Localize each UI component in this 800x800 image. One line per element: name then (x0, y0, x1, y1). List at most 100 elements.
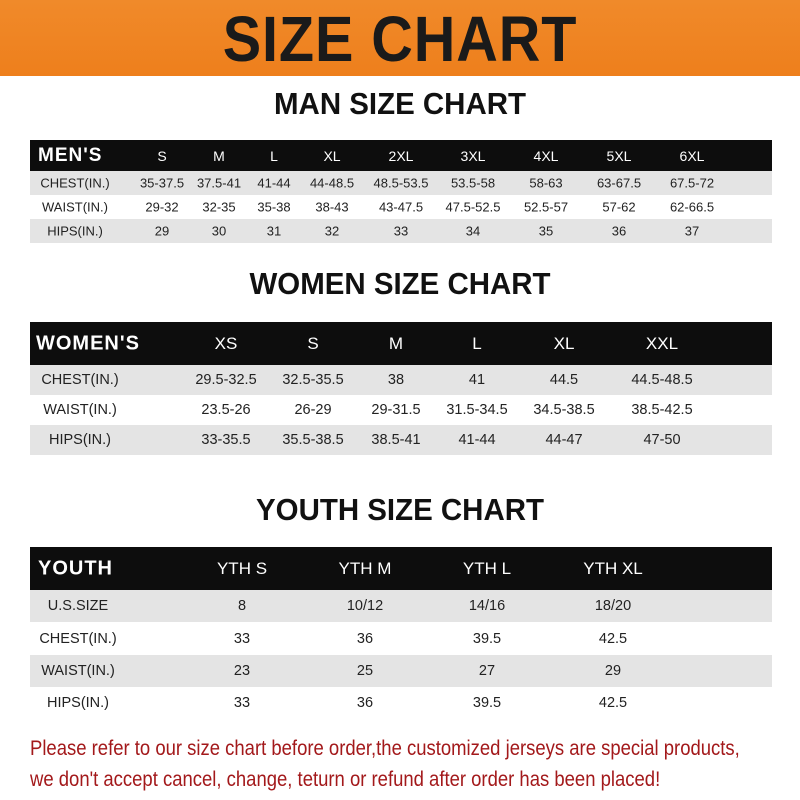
table-cell: 38.5-42.5 (631, 402, 693, 418)
table-cell: 33-35.5 (201, 432, 251, 448)
size-header: 3XL (460, 147, 486, 164)
measurement-label: WAIST(IN.) (42, 199, 108, 215)
title-banner: SIZE CHART (0, 0, 800, 76)
table-cell: 37 (684, 223, 700, 239)
table-cell: 47.5-52.5 (445, 199, 501, 215)
table-label: WOMEN'S (36, 332, 140, 354)
table-cell: 53.5-58 (450, 175, 496, 191)
table-cell: 62-66.5 (669, 199, 715, 215)
size-header: YTH M (338, 558, 392, 578)
table-cell: 32 (324, 223, 340, 239)
table-cell: 36 (356, 695, 374, 711)
table-row: HIPS(IN.) 29 30 31 32 33 34 35 36 37 (30, 219, 772, 243)
table-cell: 23 (233, 663, 251, 679)
table-cell: 37.5-41 (196, 175, 242, 191)
table-row: HIPS(IN.) 33-35.5 35.5-38.5 38.5-41 41-44 44-… (30, 425, 772, 455)
table-cell: 32-35 (202, 199, 236, 215)
table-row: WAIST(IN.) 23 25 27 29 (30, 655, 772, 687)
size-header: YTH XL (583, 558, 643, 578)
measurement-label: HIPS(IN.) (48, 432, 112, 448)
table-cell: 33 (233, 630, 251, 647)
measurement-label: CHEST(IN.) (39, 630, 117, 647)
table-cell: 29-31.5 (371, 402, 421, 418)
size-header: XL (323, 147, 341, 164)
men-section-title: MAN SIZE CHART (274, 86, 526, 121)
table-cell: 39.5 (472, 695, 502, 711)
table-cell: 31 (266, 223, 282, 239)
table-cell: 63-67.5 (596, 175, 642, 191)
table-cell: 8 (237, 598, 247, 614)
table-cell: 35-38 (257, 199, 291, 215)
table-cell: 41-44 (257, 175, 291, 191)
table-row: CHEST(IN.) 35-37.5 37.5-41 41-44 44-48.5 48.5… (30, 171, 772, 195)
table-label: MEN'S (38, 144, 103, 166)
table-cell: 10/12 (346, 598, 384, 614)
size-header: 5XL (606, 147, 632, 164)
size-header: L (472, 333, 482, 353)
header-row: WOMEN'S XS S M L XL XXL (30, 322, 772, 365)
refund-notice: Please refer to our size chart before or… (30, 733, 740, 795)
table-row: CHEST(IN.) 29.5-32.5 32.5-35.5 38 41 44.5 44.5… (30, 365, 772, 395)
size-header: S (157, 147, 167, 164)
table-cell: 29 (154, 223, 170, 239)
table-cell: 58-63 (529, 175, 563, 191)
table-label: YOUTH (38, 557, 113, 579)
size-header: YTH L (462, 558, 512, 578)
table-cell: 47-50 (643, 432, 681, 448)
youth-size-table: YOUTH YTH S YTH M YTH L YTH XL U.S.SIZE 8 10/12… (30, 547, 772, 719)
size-header: M (388, 333, 404, 353)
table-cell: 42.5 (598, 630, 628, 647)
table-cell: 33 (393, 223, 409, 239)
table-cell: 34.5-38.5 (533, 402, 595, 418)
table-cell: 43-47.5 (378, 199, 424, 215)
table-cell: 39.5 (472, 630, 502, 647)
table-row: HIPS(IN.) 33 36 39.5 42.5 (30, 687, 772, 719)
table-cell: 38-43 (315, 199, 349, 215)
table-cell: 35-37.5 (139, 175, 185, 191)
table-cell: 23.5-26 (201, 402, 251, 418)
table-cell: 52.5-57 (523, 199, 569, 215)
table-cell: 35.5-38.5 (282, 432, 344, 448)
table-cell: 44.5 (549, 372, 579, 388)
table-cell: 38 (387, 372, 405, 388)
table-cell: 32.5-35.5 (282, 372, 344, 388)
table-cell: 41 (468, 372, 486, 388)
table-cell: 18/20 (594, 598, 632, 614)
measurement-label: CHEST(IN.) (41, 372, 119, 388)
table-cell: 27 (478, 663, 496, 679)
table-cell: 36 (356, 630, 374, 647)
table-cell: 30 (211, 223, 227, 239)
size-header: XL (553, 333, 575, 353)
size-header: 4XL (533, 147, 559, 164)
table-cell: 44-47 (545, 432, 583, 448)
women-size-table: WOMEN'S XS S M L XL XXL CHEST(IN.) 29.5-32.5 32.5… (30, 322, 772, 455)
measurement-label: HIPS(IN.) (47, 223, 103, 239)
size-header: 2XL (388, 147, 414, 164)
table-cell: 36 (611, 223, 627, 239)
measurement-label: WAIST(IN.) (43, 402, 117, 418)
table-cell: 34 (465, 223, 481, 239)
table-cell: 25 (356, 663, 374, 679)
header-row: MEN'S S M L XL 2XL 3XL 4XL 5XL 6XL (30, 140, 772, 171)
table-cell: 38.5-41 (371, 432, 421, 448)
notice-line-1: Please refer to our size chart before or… (30, 737, 740, 760)
table-cell: 29 (604, 663, 622, 679)
size-header: S (307, 333, 319, 353)
table-cell: 42.5 (598, 695, 628, 711)
page-title: SIZE CHART (222, 3, 578, 75)
table-cell: 48.5-53.5 (373, 175, 429, 191)
table-row: CHEST(IN.) 33 36 39.5 42.5 (30, 622, 772, 655)
size-header: M (213, 147, 225, 164)
header-row: YOUTH YTH S YTH M YTH L YTH XL (30, 547, 772, 590)
size-header: XS (214, 333, 238, 353)
table-cell: 41-44 (458, 432, 496, 448)
table-row: WAIST(IN.) 29-32 32-35 35-38 38-43 43-47.5 47.… (30, 195, 772, 219)
measurement-label: U.S.SIZE (47, 598, 109, 614)
table-cell: 14/16 (468, 598, 506, 614)
table-cell: 35 (538, 223, 554, 239)
notice-line-2: we don't accept cancel, change, teturn o… (30, 768, 661, 791)
table-cell: 67.5-72 (669, 175, 715, 191)
table-row: WAIST(IN.) 23.5-26 26-29 29-31.5 31.5-34.5 34… (30, 395, 772, 425)
size-header: XXL (645, 333, 679, 353)
table-cell: 29.5-32.5 (195, 372, 257, 388)
